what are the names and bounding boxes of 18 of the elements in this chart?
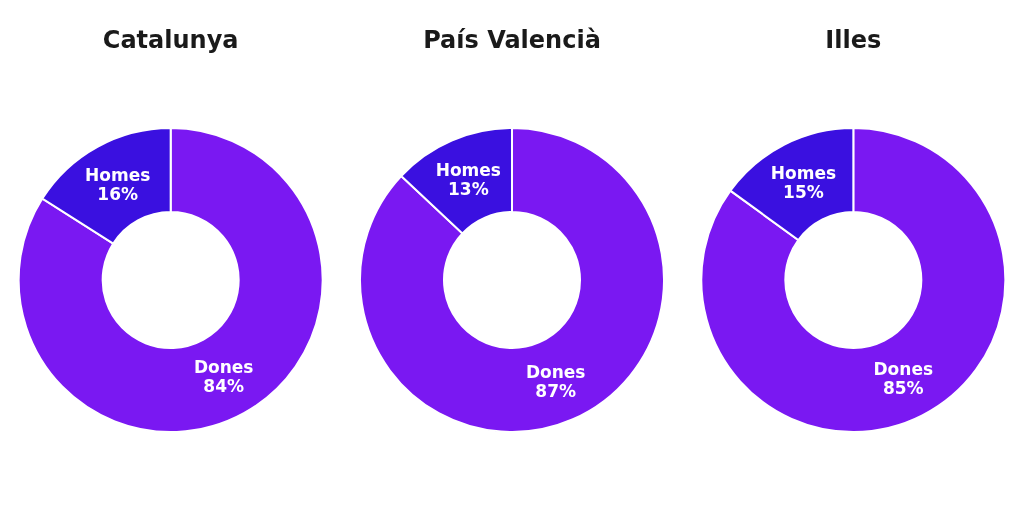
data-label: 87% — [535, 380, 577, 401]
chart-title: País Valencià — [423, 26, 601, 54]
slice-label: Dones — [525, 361, 586, 382]
data-label: 15% — [783, 181, 824, 202]
slice-label: Homes — [770, 162, 837, 183]
donut-slice — [359, 127, 665, 433]
donut-slice — [700, 127, 1007, 433]
donut-slice — [17, 127, 324, 433]
chart-title: Catalunya — [102, 26, 239, 54]
data-label: 13% — [447, 179, 489, 200]
data-label: 85% — [882, 378, 924, 399]
data-label: 84% — [203, 376, 245, 397]
data-label: 16% — [97, 183, 139, 204]
chart-title: Illes — [825, 26, 882, 54]
slice-label: Dones — [193, 357, 254, 378]
slice-label: Homes — [85, 164, 151, 185]
slice-label: Dones — [873, 359, 934, 380]
slice-label: Homes — [435, 160, 501, 181]
